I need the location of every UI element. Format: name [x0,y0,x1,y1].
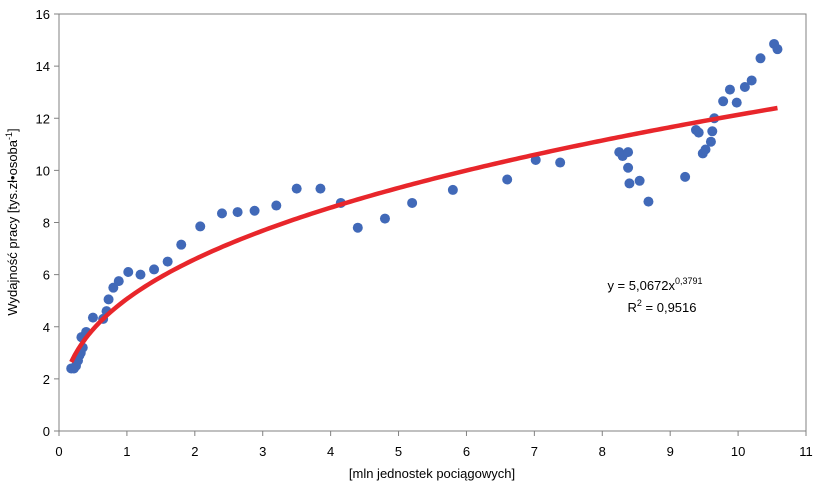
data-point [530,154,541,165]
y-axis-label-exponent: -1 [4,132,14,140]
data-point [739,81,750,92]
data-point [232,207,243,218]
data-point [135,269,146,280]
data-point [162,256,173,267]
y-tick-label: 16 [36,7,50,22]
x-tick-label: 0 [55,444,62,459]
data-point [623,162,634,173]
x-tick-label: 5 [395,444,402,459]
data-point [680,171,691,182]
data-point [149,264,160,275]
r2-suffix: = 0,9516 [642,300,697,315]
data-point [315,183,326,194]
y-tick-label: 0 [43,424,50,439]
data-point [249,205,260,216]
x-tick-label: 3 [259,444,266,459]
data-point [634,175,645,186]
r2-exponent: 2 [637,298,642,308]
x-tick-label: 1 [123,444,130,459]
x-tick-label: 6 [463,444,470,459]
data-point [746,75,757,86]
y-tick-label: 12 [36,111,50,126]
data-point [718,96,729,107]
data-point [755,53,766,64]
data-point [772,44,783,55]
equation-exponent: 0,3791 [675,276,703,286]
plot-frame [58,13,807,432]
data-point [291,183,302,194]
data-point [113,276,124,287]
y-tick-label: 10 [36,163,50,178]
data-point [502,174,513,185]
data-point [379,213,390,224]
data-point [447,184,458,195]
x-axis-label: [mln jednostek pociągowych] [349,466,515,481]
data-point [693,127,704,138]
x-tick-label: 10 [731,444,745,459]
data-point [271,200,282,211]
y-tick-label: 8 [43,216,50,231]
data-point [195,221,206,232]
x-tick-label: 11 [799,444,813,459]
data-point [407,197,418,208]
data-point [731,97,742,108]
y-axis-label-suffix: ] [5,128,20,132]
data-point [707,126,718,137]
x-tick-label: 2 [191,444,198,459]
data-point [700,144,711,155]
data-point [705,136,716,147]
data-point [103,294,114,305]
y-tick-label: 14 [36,59,50,74]
y-tick-label: 4 [43,320,50,335]
trend-equation: y = 5,0672x0,3791 [607,276,702,293]
x-tick-label: 7 [531,444,538,459]
data-point [624,178,635,189]
trendline [69,105,778,364]
equation-text: y = 5,0672x [607,278,675,293]
data-point [555,157,566,168]
x-tick-label: 8 [599,444,606,459]
data-point [87,312,98,323]
y-tick-label: 2 [43,372,50,387]
trend-r2: R2 = 0,9516 [628,298,697,315]
data-point [623,147,634,158]
data-point [724,84,735,95]
data-point [216,208,227,219]
r2-text: R [628,300,637,315]
data-point [352,222,363,233]
x-tick-label: 9 [667,444,674,459]
y-tick-label: 6 [43,268,50,283]
x-tick-label: 4 [327,444,334,459]
data-point [643,196,654,207]
data-point [123,267,134,278]
y-axis-label: Wydajność pracy [tys.zł•osoba-1] [4,128,20,315]
y-axis-label-text: Wydajność pracy [tys.zł•osoba [5,139,20,315]
data-point [176,239,187,250]
